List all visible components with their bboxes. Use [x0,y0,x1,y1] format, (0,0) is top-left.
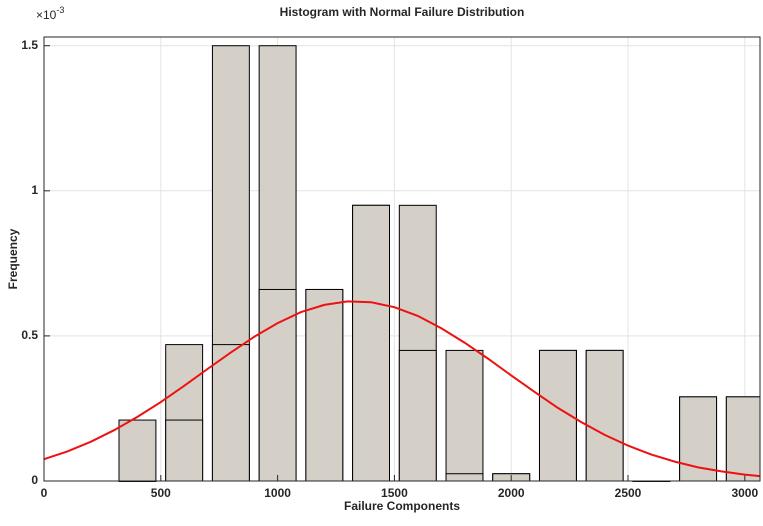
fit-curve [43,300,761,478]
bar [445,349,484,482]
y-multiplier: ×10-3 [36,5,64,22]
y-tick-label: 1 [31,183,38,197]
y-tick-label: 0 [31,473,38,487]
chart-title: Histogram with Normal Failure Distributi… [280,5,525,19]
bar [165,419,204,482]
bar [352,204,391,482]
x-tick-label: 1500 [381,486,408,500]
bar [445,473,484,482]
x-tick-label: 2500 [615,486,642,500]
y-axis-label: Frequency [6,228,20,289]
plot-frame [43,36,761,482]
bar [725,396,761,482]
bar [211,344,250,482]
x-tick-label: 2000 [498,486,525,500]
bar [258,288,297,482]
overlay: 0 0.5 1 1.5 0 500 1000 1500 2000 2500 3000 [21,36,761,500]
y-multiplier-base: ×10 [36,8,57,22]
x-tick-label: 0 [41,486,48,500]
x-tick-label: 1000 [264,486,291,500]
x-tick-label: 500 [151,486,171,500]
x-tick-label: 3000 [731,486,758,500]
bars [118,45,761,482]
bar [585,349,624,482]
bar [305,288,344,482]
y-tick-label: 1.5 [21,38,38,52]
x-axis-label: Failure Components [344,499,460,513]
bar [398,349,437,482]
y-tick-label: 0.5 [21,328,38,342]
y-multiplier-exponent: -3 [56,5,64,15]
bar [118,419,157,482]
